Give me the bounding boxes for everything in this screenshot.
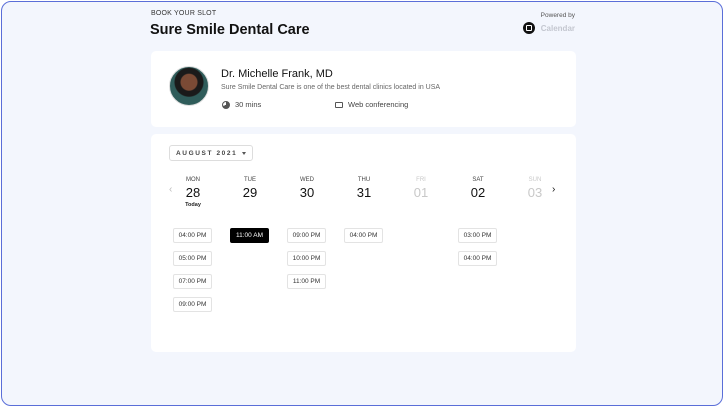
duration: 30 mins xyxy=(222,100,261,109)
prev-week-button[interactable]: ‹ xyxy=(169,184,173,195)
day-number: 30 xyxy=(299,185,315,200)
caret-down-icon xyxy=(242,152,246,155)
day-fri: FRI 01 xyxy=(401,177,441,200)
today-label: Today xyxy=(185,202,201,208)
duration-text: 30 mins xyxy=(235,100,262,109)
time-slot[interactable]: 07:00 PM xyxy=(173,274,212,289)
day-of-week: SUN xyxy=(528,177,542,183)
next-week-button[interactable]: › xyxy=(552,184,556,195)
day-of-week: MON xyxy=(186,177,200,183)
time-slot[interactable]: 10:00 PM xyxy=(287,251,326,266)
time-slot[interactable]: 04:00 PM xyxy=(458,251,497,266)
brand-name: Calendar xyxy=(540,23,575,33)
time-slot[interactable]: 04:00 PM xyxy=(173,228,212,243)
day-number: 02 xyxy=(470,185,486,200)
day-of-week: THU xyxy=(357,177,371,183)
eyebrow-label: BOOK YOUR SLOT xyxy=(151,10,217,17)
time-slot[interactable]: 11:00 AM xyxy=(230,228,269,243)
day-number: 29 xyxy=(242,185,258,200)
time-slot[interactable]: 09:00 PM xyxy=(173,297,212,312)
page-title: Sure Smile Dental Care xyxy=(150,22,310,38)
month-text: AUGUST 2021 xyxy=(176,149,238,157)
day-thu[interactable]: THU 31 xyxy=(344,177,384,200)
day-sun: SUN 03 xyxy=(515,177,555,200)
location-text: Web conferencing xyxy=(348,100,409,109)
time-slot[interactable]: 03:00 PM xyxy=(458,228,497,243)
avatar xyxy=(169,66,209,106)
time-slot[interactable]: 04:00 PM xyxy=(344,228,383,243)
location: Web conferencing xyxy=(335,100,408,109)
day-mon[interactable]: MON 28 Today xyxy=(173,177,213,208)
video-icon xyxy=(335,101,343,108)
day-number: 31 xyxy=(356,185,372,200)
doctor-name: Dr. Michelle Frank, MD xyxy=(221,68,333,80)
clinic-description: Sure Smile Dental Care is one of the bes… xyxy=(221,84,441,91)
calendar-card: AUGUST 2021 ‹ › MON 28 Today 04:00 PM 05:00 … xyxy=(151,134,576,352)
day-sat[interactable]: SAT 02 xyxy=(458,177,498,200)
day-tue[interactable]: TUE 29 xyxy=(230,177,270,200)
time-slot[interactable]: 05:00 PM xyxy=(173,251,212,266)
day-of-week: SAT xyxy=(472,177,484,183)
day-of-week: WED xyxy=(300,177,314,183)
day-wed[interactable]: WED 30 xyxy=(287,177,327,200)
powered-by-label: Powered by xyxy=(540,12,575,19)
day-of-week: FRI xyxy=(416,177,426,183)
calendar-icon xyxy=(522,22,535,34)
clock-icon xyxy=(222,100,230,109)
day-of-week: TUE xyxy=(244,177,256,183)
day-number: 28 xyxy=(185,185,201,200)
brand-link[interactable]: Calendar xyxy=(522,22,575,34)
day-number: 01 xyxy=(413,185,429,200)
profile-card: Dr. Michelle Frank, MD Sure Smile Dental… xyxy=(151,51,576,127)
day-number: 03 xyxy=(527,185,543,200)
time-slot[interactable]: 11:00 PM xyxy=(287,274,326,289)
time-slot[interactable]: 09:00 PM xyxy=(287,228,326,243)
month-select[interactable]: AUGUST 2021 xyxy=(169,145,253,161)
